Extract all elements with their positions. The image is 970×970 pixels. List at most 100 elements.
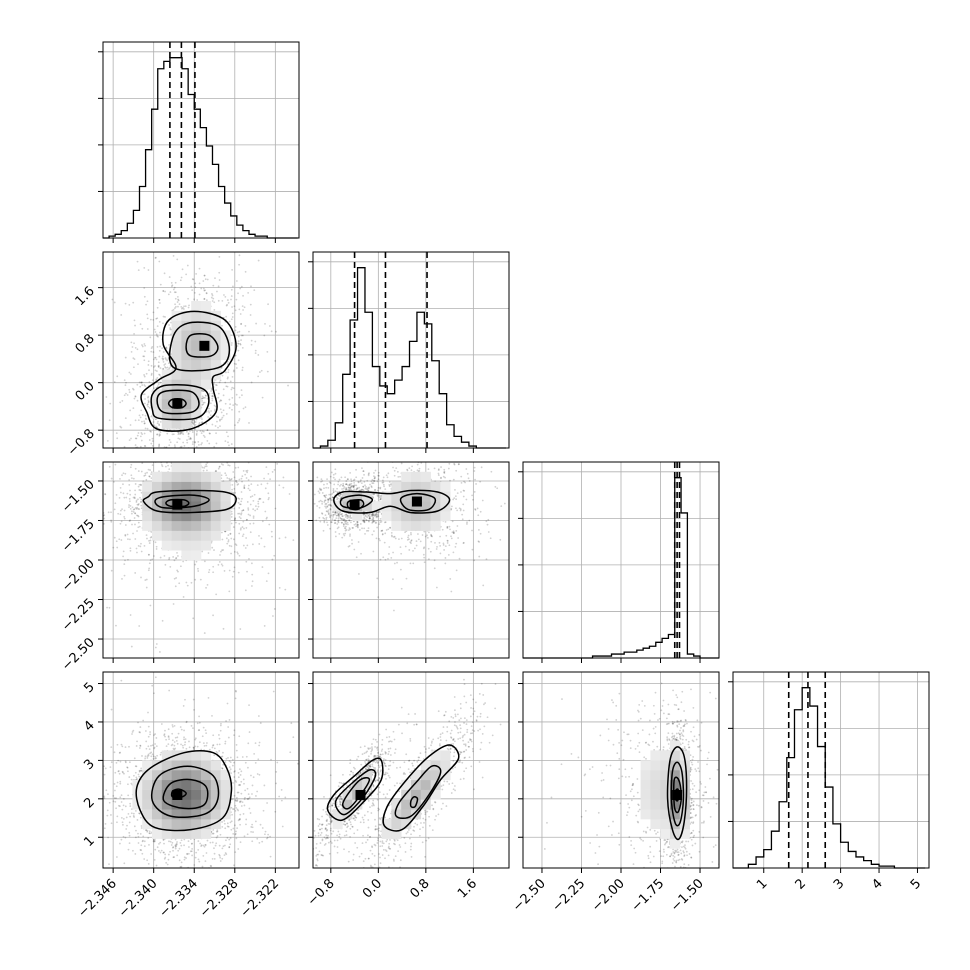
scatter-point [195, 418, 198, 421]
scatter-point [393, 474, 396, 477]
scatter-point [222, 464, 224, 466]
scatter-point [362, 513, 365, 516]
scatter-point [149, 559, 152, 562]
scatter-point [392, 454, 394, 456]
density-cell [161, 369, 172, 380]
scatter-point [456, 427, 458, 429]
scatter-point [230, 295, 233, 297]
scatter-point [471, 494, 474, 497]
scatter-point [365, 488, 368, 491]
scatter-point [353, 478, 356, 481]
scatter-point [241, 346, 244, 349]
scatter-point [169, 327, 171, 329]
scatter-point [196, 299, 199, 301]
scatter-point [135, 501, 138, 503]
scatter-point [473, 466, 476, 469]
scatter-point [244, 270, 247, 273]
scatter-point [140, 504, 143, 507]
scatter-point [437, 468, 440, 471]
scatter-point [113, 536, 116, 539]
scatter-point [133, 332, 135, 335]
scatter-point [264, 510, 267, 513]
scatter-point [156, 422, 159, 425]
scatter-point [156, 433, 159, 436]
scatter-point [324, 514, 327, 516]
scatter-point [368, 517, 371, 520]
scatter-point [173, 577, 176, 580]
scatter-point [176, 552, 178, 554]
scatter-point [241, 497, 243, 500]
scatter-point [459, 508, 462, 511]
density-cell [191, 520, 202, 531]
scatter-point [167, 464, 169, 467]
density-cell [152, 520, 163, 531]
scatter-point [185, 581, 188, 584]
histogram-panel-1 [308, 251, 510, 453]
scatter-point [124, 384, 127, 387]
scatter-point [274, 507, 277, 510]
scatter-point [231, 312, 234, 315]
scatter-point [130, 454, 132, 456]
scatter-point [151, 558, 154, 561]
scatter-point [447, 467, 450, 470]
scatter-point [119, 491, 122, 494]
scatter-point [435, 586, 438, 589]
scatter-point [350, 517, 353, 519]
scatter-point [176, 258, 179, 261]
scatter-point [123, 379, 126, 382]
scatter-point [225, 385, 228, 388]
scatter-point [173, 307, 176, 310]
scatter-point [259, 371, 261, 373]
scatter-point [240, 339, 242, 341]
scatter-point [141, 414, 144, 416]
density-cell [181, 530, 192, 541]
scatter-point [342, 523, 345, 525]
scatter-point [152, 358, 155, 361]
scatter-point [172, 254, 175, 257]
scatter-point [399, 568, 402, 571]
scatter-point [235, 480, 237, 483]
scatter-point [260, 483, 263, 486]
scatter-point [241, 305, 244, 308]
scatter-point [349, 484, 351, 487]
scatter-point [213, 404, 216, 407]
scatter-point [170, 437, 172, 439]
scatter-point [241, 509, 243, 512]
scatter-point [241, 366, 244, 369]
scatter-point [162, 444, 164, 446]
scatter-point [206, 440, 209, 442]
scatter-point [203, 444, 205, 446]
scatter-point [371, 533, 374, 536]
scatter-point [236, 404, 238, 406]
scatter-point [366, 516, 369, 519]
scatter-point [273, 554, 276, 557]
scatter-point [379, 498, 382, 501]
scatter-point [202, 390, 204, 393]
scatter-point [410, 531, 412, 534]
density-cell [210, 320, 221, 331]
scatter-point [150, 473, 153, 476]
scatter-point [452, 531, 455, 534]
scatter-point [134, 324, 136, 327]
scatter-point [197, 570, 200, 572]
scatter-point [195, 432, 198, 435]
scatter-point [340, 517, 342, 520]
scatter-point [266, 350, 269, 353]
scatter-point [412, 562, 415, 565]
scatter-point [236, 551, 239, 554]
scatter-point [198, 423, 200, 426]
scatter-point [176, 441, 179, 444]
scatter-point [183, 305, 185, 308]
scatter-point [131, 477, 133, 480]
scatter-point [132, 511, 135, 513]
scatter-point [358, 573, 360, 575]
density-cell [220, 350, 231, 361]
scatter-point [331, 492, 334, 495]
scatter-point [242, 407, 245, 410]
scatter-point [239, 287, 242, 290]
scatter-point [363, 520, 365, 522]
scatter-point [195, 560, 198, 563]
scatter-point [333, 522, 336, 525]
scatter-point [288, 493, 291, 495]
scatter-point [227, 376, 229, 379]
